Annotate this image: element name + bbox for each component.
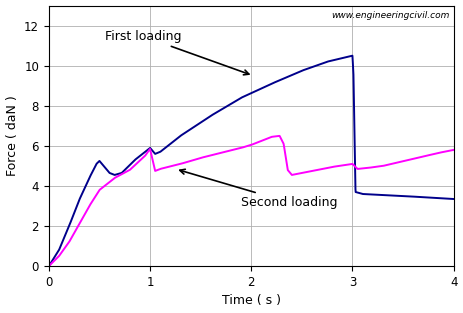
X-axis label: Time ( s ): Time ( s )	[222, 295, 281, 307]
Text: First loading: First loading	[105, 30, 249, 75]
Text: Second loading: Second loading	[180, 169, 338, 209]
Text: www.engineeringcivil.com: www.engineeringcivil.com	[331, 11, 450, 20]
Y-axis label: Force ( daN ): Force ( daN )	[6, 95, 19, 176]
